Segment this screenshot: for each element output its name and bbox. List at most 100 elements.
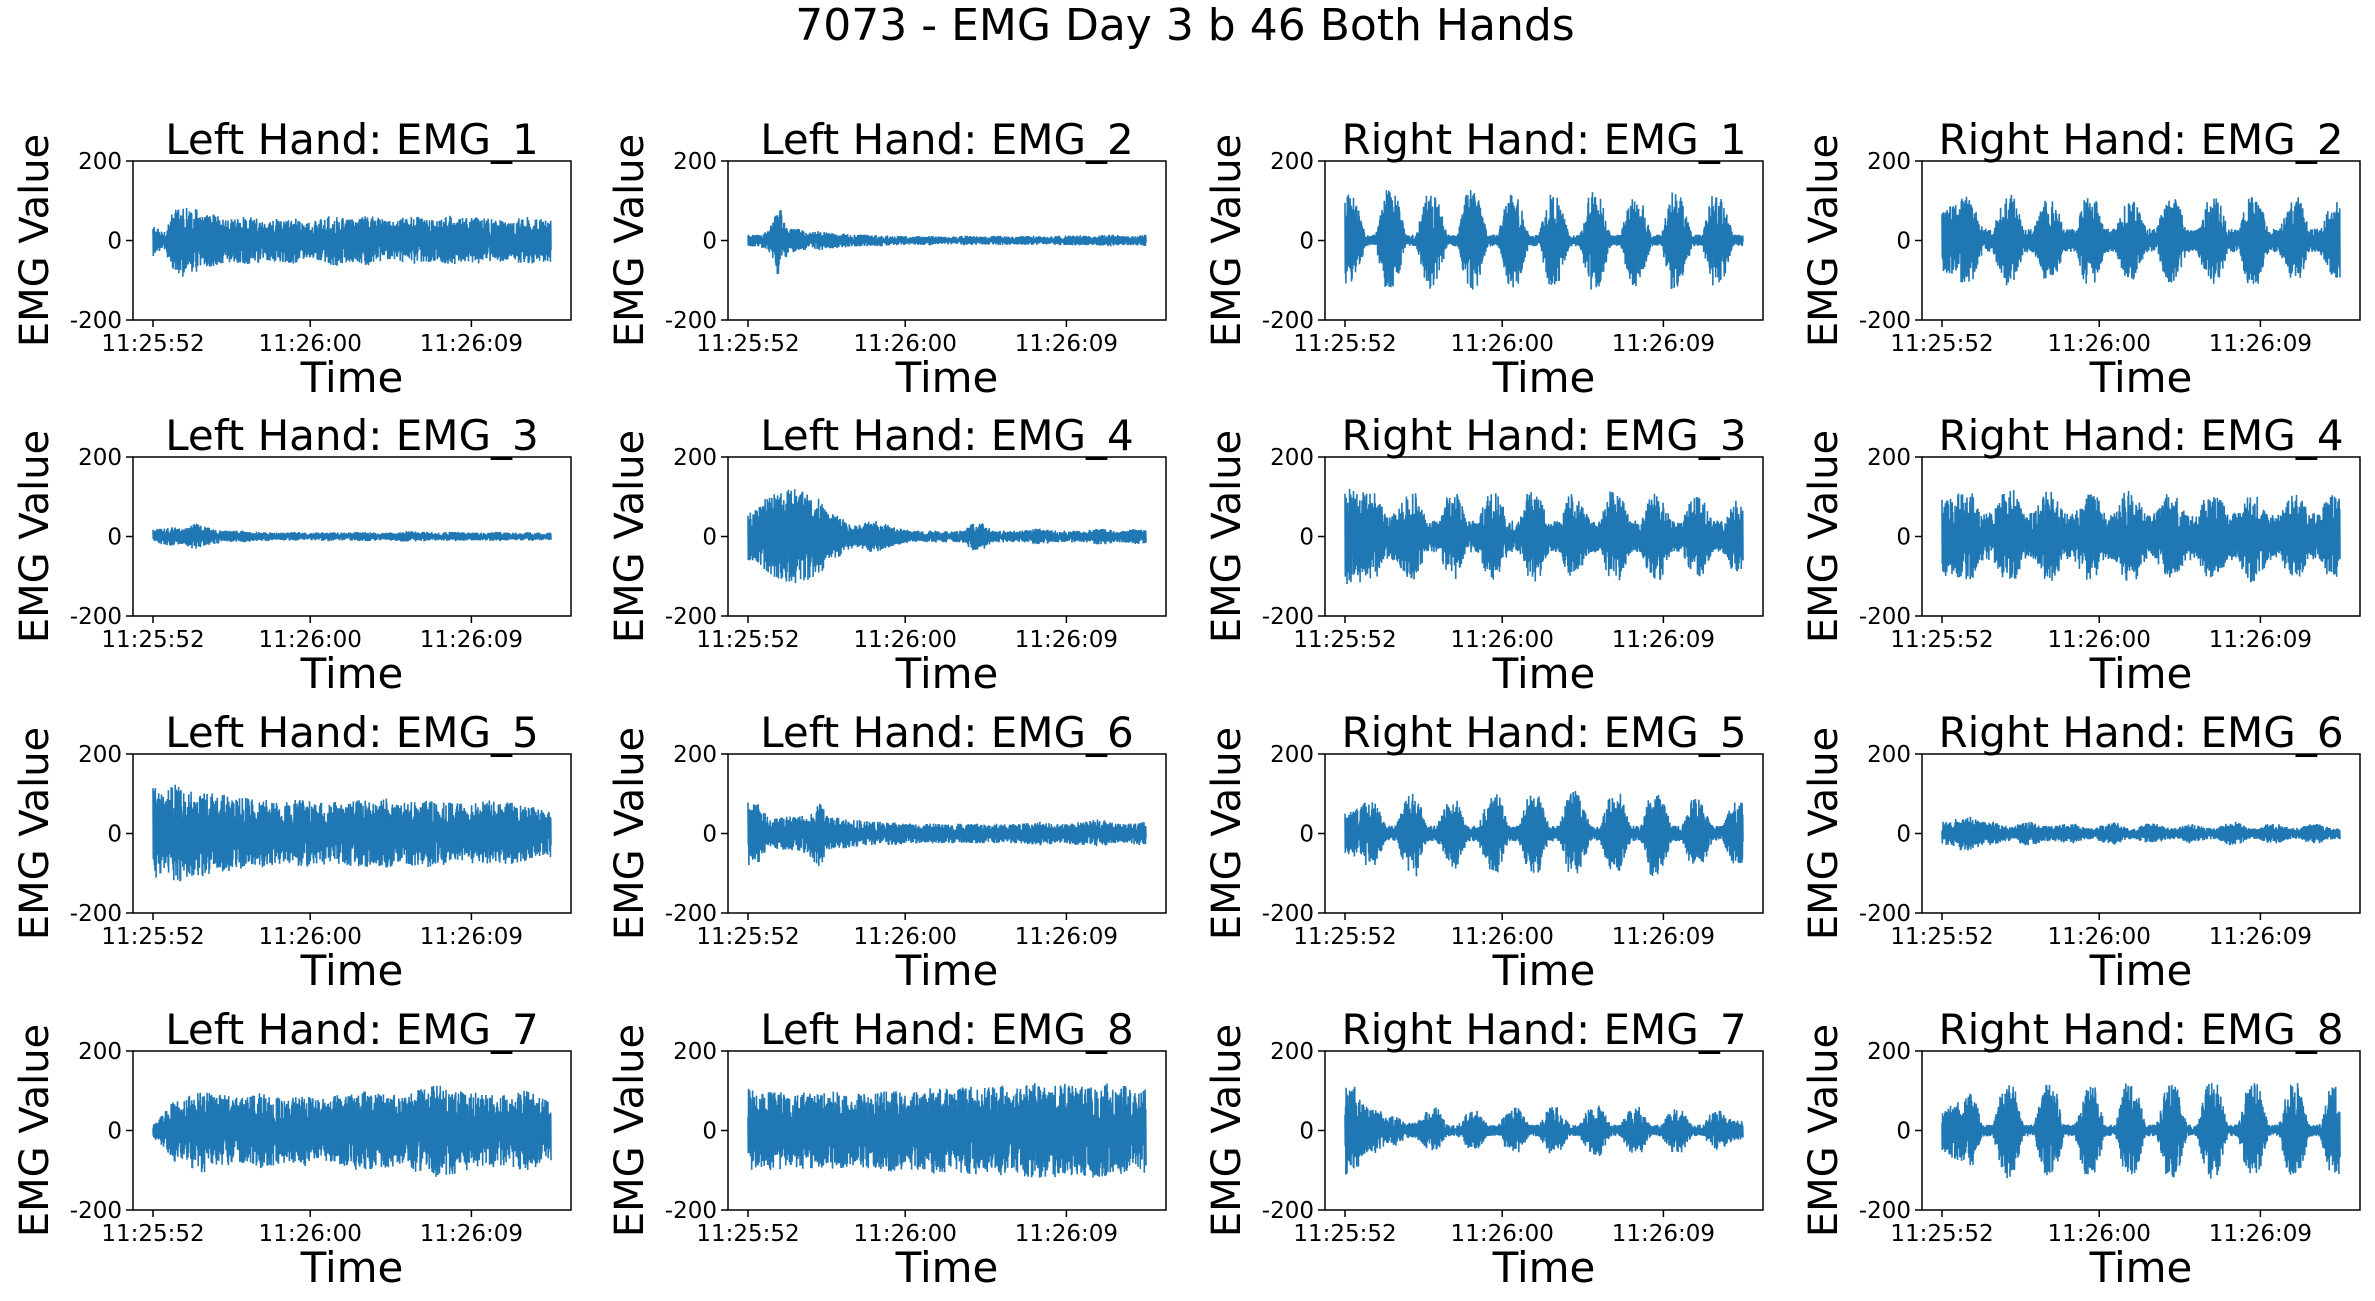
subplot-title: Right Hand: EMG_2 <box>1938 115 2343 164</box>
x-tick-label: 11:25:52 <box>696 627 799 653</box>
y-tick-label: 200 <box>673 1039 717 1065</box>
x-axis-label: Time <box>2089 649 2193 698</box>
x-axis-label: Time <box>2089 353 2193 402</box>
y-axis-label: EMG Value <box>607 134 653 347</box>
x-tick-label: 11:25:52 <box>1890 924 1993 950</box>
y-tick-label: 200 <box>1270 742 1314 768</box>
subplot-title: Right Hand: EMG_5 <box>1341 708 1746 757</box>
x-tick-label: 11:26:00 <box>259 1221 362 1247</box>
x-tick-label: 11:26:09 <box>1612 627 1715 653</box>
x-tick-label: 11:25:52 <box>696 331 799 357</box>
y-tick-label: 200 <box>78 149 122 175</box>
x-tick-label: 11:26:09 <box>1612 331 1715 357</box>
x-tick-label: 11:25:52 <box>101 331 204 357</box>
x-tick-label: 11:25:52 <box>1293 1221 1396 1247</box>
y-tick-label: 0 <box>1299 1119 1314 1145</box>
x-axis-label: Time <box>1492 946 1596 995</box>
x-tick-label: 11:26:00 <box>259 627 362 653</box>
y-tick-label: 0 <box>702 525 717 551</box>
x-axis-label: Time <box>895 649 999 698</box>
x-tick-label: 11:26:09 <box>2209 1221 2312 1247</box>
x-tick-label: 11:25:52 <box>1293 331 1396 357</box>
subplot-title: Right Hand: EMG_1 <box>1341 115 1746 164</box>
x-axis-label: Time <box>2089 946 2193 995</box>
figure-title: 7073 - EMG Day 3 b 46 Both Hands <box>795 0 1574 51</box>
subplot-title: Left Hand: EMG_3 <box>165 411 539 460</box>
y-axis-label: EMG Value <box>1204 1024 1250 1237</box>
x-tick-label: 11:26:00 <box>2048 627 2151 653</box>
x-tick-label: 11:25:52 <box>1293 924 1396 950</box>
x-axis-label: Time <box>300 946 404 995</box>
x-axis-label: Time <box>1492 1243 1596 1292</box>
x-tick-label: 11:26:00 <box>259 924 362 950</box>
y-axis-label: EMG Value <box>12 430 58 643</box>
subplot-title: Left Hand: EMG_7 <box>165 1005 539 1054</box>
x-tick-label: 11:26:09 <box>1015 1221 1118 1247</box>
y-tick-label: 200 <box>1270 445 1314 471</box>
y-tick-label: 0 <box>1896 525 1911 551</box>
y-tick-label: 200 <box>1867 149 1911 175</box>
x-axis-label: Time <box>300 353 404 402</box>
y-axis-label: EMG Value <box>1801 134 1847 347</box>
x-tick-label: 11:26:00 <box>1451 331 1554 357</box>
y-tick-label: 0 <box>1299 229 1314 255</box>
y-tick-label: 200 <box>1867 1039 1911 1065</box>
x-tick-label: 11:25:52 <box>101 924 204 950</box>
x-tick-label: 11:26:09 <box>2209 627 2312 653</box>
y-axis-label: EMG Value <box>607 727 653 940</box>
y-tick-label: 0 <box>107 229 122 255</box>
x-tick-label: 11:25:52 <box>696 1221 799 1247</box>
x-axis-label: Time <box>300 649 404 698</box>
subplot-title: Left Hand: EMG_6 <box>760 708 1134 757</box>
x-tick-label: 11:26:00 <box>1451 627 1554 653</box>
y-axis-label: EMG Value <box>607 1024 653 1237</box>
y-tick-label: 200 <box>78 1039 122 1065</box>
y-tick-label: 0 <box>107 1119 122 1145</box>
x-tick-label: 11:25:52 <box>1890 627 1993 653</box>
y-tick-label: 200 <box>673 742 717 768</box>
y-tick-label: 200 <box>1270 149 1314 175</box>
x-tick-label: 11:26:00 <box>854 627 957 653</box>
x-tick-label: 11:26:09 <box>2209 924 2312 950</box>
x-tick-label: 11:26:00 <box>1451 924 1554 950</box>
y-tick-label: 0 <box>1896 1119 1911 1145</box>
x-tick-label: 11:26:00 <box>2048 924 2151 950</box>
y-axis-label: EMG Value <box>1204 430 1250 643</box>
subplot-title: Right Hand: EMG_3 <box>1341 411 1746 460</box>
y-axis-label: EMG Value <box>1801 430 1847 643</box>
x-tick-label: 11:26:09 <box>1612 1221 1715 1247</box>
subplot-title: Left Hand: EMG_1 <box>165 115 539 164</box>
y-tick-label: 200 <box>673 445 717 471</box>
x-tick-label: 11:26:09 <box>420 1221 523 1247</box>
subplot-title: Right Hand: EMG_7 <box>1341 1005 1746 1054</box>
y-tick-label: 0 <box>702 229 717 255</box>
x-tick-label: 11:26:09 <box>1015 627 1118 653</box>
x-tick-label: 11:26:09 <box>1015 331 1118 357</box>
x-axis-label: Time <box>2089 1243 2193 1292</box>
y-tick-label: 200 <box>1867 742 1911 768</box>
y-axis-label: EMG Value <box>1801 1024 1847 1237</box>
y-tick-label: 0 <box>107 525 122 551</box>
x-axis-label: Time <box>1492 649 1596 698</box>
x-tick-label: 11:26:00 <box>854 331 957 357</box>
subplot-title: Left Hand: EMG_4 <box>760 411 1134 460</box>
x-tick-label: 11:26:09 <box>420 331 523 357</box>
x-axis-label: Time <box>895 946 999 995</box>
x-tick-label: 11:26:00 <box>854 1221 957 1247</box>
x-tick-label: 11:26:09 <box>420 924 523 950</box>
x-tick-label: 11:26:09 <box>1015 924 1118 950</box>
subplot-title: Left Hand: EMG_5 <box>165 708 539 757</box>
x-axis-label: Time <box>300 1243 404 1292</box>
x-tick-label: 11:25:52 <box>1890 1221 1993 1247</box>
y-tick-label: 0 <box>1896 822 1911 848</box>
x-axis-label: Time <box>1492 353 1596 402</box>
y-axis-label: EMG Value <box>1204 134 1250 347</box>
x-tick-label: 11:25:52 <box>1890 331 1993 357</box>
y-tick-label: 200 <box>1867 445 1911 471</box>
x-tick-label: 11:26:09 <box>420 627 523 653</box>
y-axis-label: EMG Value <box>1801 727 1847 940</box>
y-axis-label: EMG Value <box>12 134 58 347</box>
subplot-title: Right Hand: EMG_6 <box>1938 708 2343 757</box>
x-tick-label: 11:26:00 <box>2048 331 2151 357</box>
